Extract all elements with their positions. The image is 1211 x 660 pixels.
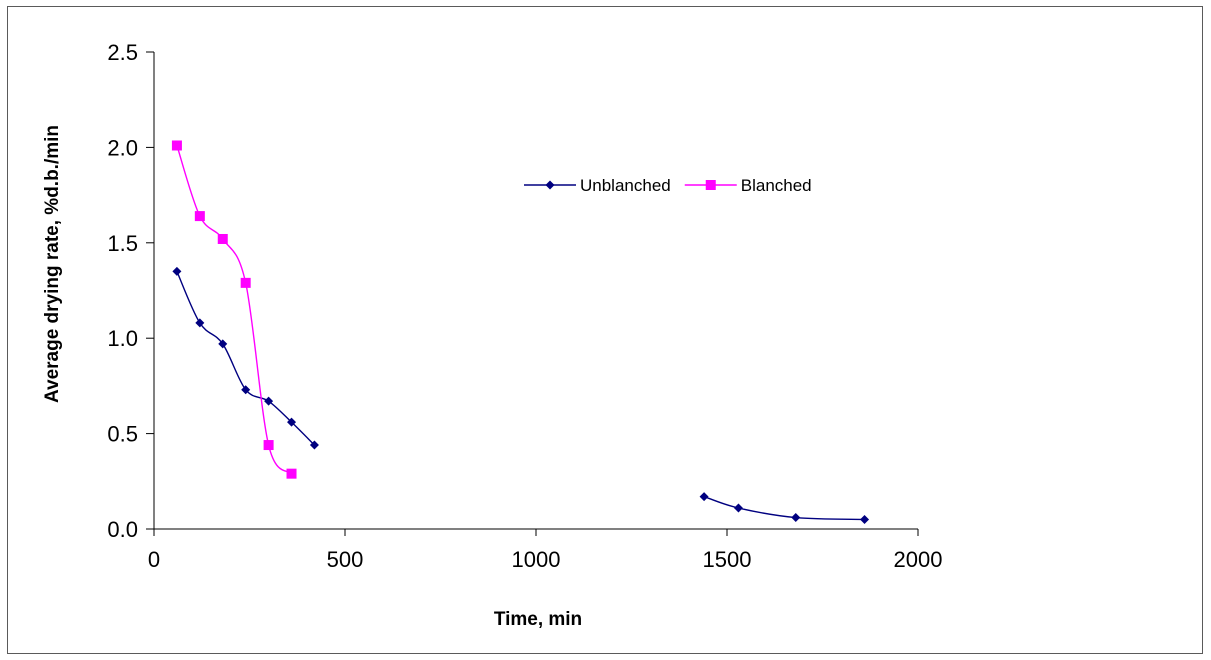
y-tick-label: 0.5 bbox=[107, 422, 138, 447]
x-tick-label: 500 bbox=[327, 547, 364, 572]
data-point-blanched bbox=[171, 140, 182, 151]
data-point-blanched bbox=[263, 440, 274, 451]
x-tick-label: 2000 bbox=[894, 547, 943, 572]
series-line-unblanched bbox=[176, 271, 315, 446]
x-tick-label: 0 bbox=[148, 547, 160, 572]
series-layer bbox=[171, 140, 870, 524]
legend-label-blanched: Blanched bbox=[741, 176, 812, 195]
data-point-unblanched bbox=[699, 492, 709, 502]
data-point-blanched bbox=[194, 211, 205, 222]
x-axis-title: Time, min bbox=[494, 609, 582, 630]
data-point-unblanched bbox=[241, 385, 251, 395]
data-point-unblanched bbox=[309, 440, 319, 450]
data-point-unblanched bbox=[264, 396, 274, 406]
data-point-unblanched bbox=[287, 417, 297, 427]
x-tick-label: 1000 bbox=[512, 547, 561, 572]
series-blanched bbox=[171, 140, 297, 479]
y-tick-label: 2.0 bbox=[107, 135, 138, 160]
x-tick-label: 1500 bbox=[703, 547, 752, 572]
data-point-unblanched bbox=[195, 318, 205, 328]
y-tick-label: 0.0 bbox=[107, 517, 138, 542]
series-line-blanched bbox=[176, 145, 293, 475]
legend-label-unblanched: Unblanched bbox=[580, 176, 671, 195]
y-axis-title: Average drying rate, %d.b./min bbox=[42, 125, 63, 403]
legend-marker-blanched bbox=[705, 180, 716, 190]
legend-marker-unblanched bbox=[545, 180, 555, 190]
legend: Unblanched Blanched bbox=[524, 176, 812, 195]
data-point-blanched bbox=[217, 233, 228, 244]
data-point-blanched bbox=[240, 277, 251, 288]
data-point-unblanched bbox=[791, 513, 801, 523]
y-tick-label: 2.5 bbox=[107, 40, 138, 65]
series-unblanched bbox=[172, 266, 870, 524]
data-point-unblanched bbox=[172, 266, 182, 276]
chart-svg: 0.0 0.5 1.0 1.5 2.0 2.5 0 500 1000 1500 2000 Unbla… bbox=[42, 40, 942, 630]
data-point-unblanched bbox=[733, 503, 743, 513]
chart-frame: 0.0 0.5 1.0 1.5 2.0 2.5 0 500 1000 1500 2000 Unbla… bbox=[7, 6, 1203, 654]
y-tick-label: 1.5 bbox=[107, 231, 138, 256]
series-line-unblanched bbox=[703, 495, 865, 521]
y-tick-label: 1.0 bbox=[107, 326, 138, 351]
data-point-unblanched bbox=[218, 339, 228, 349]
axes: 0.0 0.5 1.0 1.5 2.0 2.5 0 500 1000 1500 2000 bbox=[107, 40, 942, 572]
data-point-unblanched bbox=[860, 514, 870, 524]
data-point-blanched bbox=[286, 468, 297, 479]
